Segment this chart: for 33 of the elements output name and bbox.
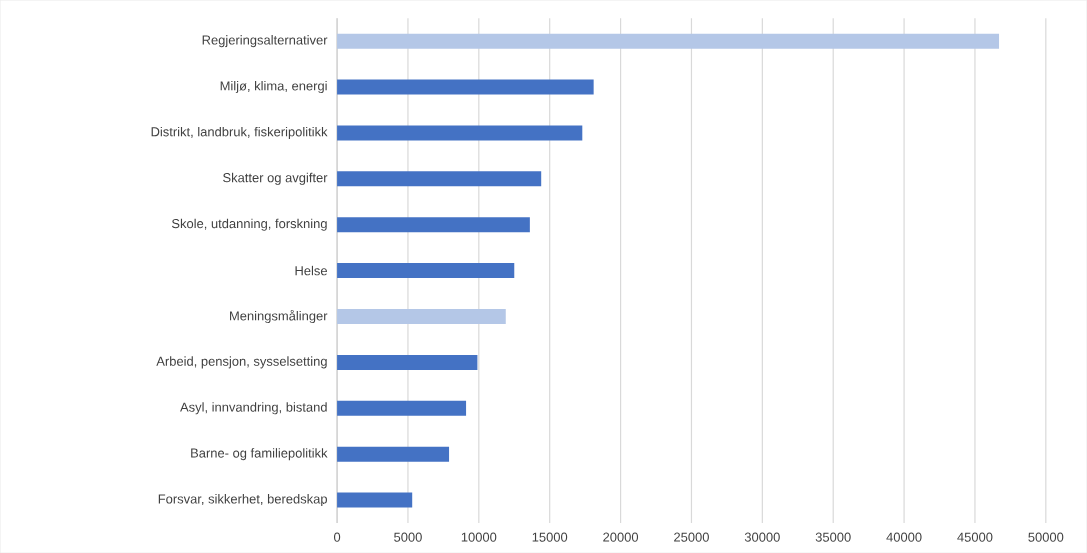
bar xyxy=(337,217,530,233)
y-tick-label: Regjeringsalternativer xyxy=(202,35,328,48)
x-tick-label: 50000 xyxy=(1028,532,1064,542)
x-tick-label: 35000 xyxy=(815,532,851,542)
x-tick-label: 25000 xyxy=(674,532,709,542)
x-tick-label: 10000 xyxy=(461,532,497,542)
bar xyxy=(337,492,413,508)
x-tick-label: 20000 xyxy=(603,532,639,542)
y-tick-label: Skole, utdanning, forskning xyxy=(171,218,327,231)
x-tick-label: 0 xyxy=(333,532,341,542)
bar xyxy=(337,125,583,141)
y-tick-label: Asyl, innvandring, bistand xyxy=(180,402,327,415)
y-tick-label: Distrikt, landbruk, fiskeripolitikk xyxy=(151,126,328,139)
bar xyxy=(337,33,1000,49)
y-tick-label: Meningsmålinger xyxy=(230,309,328,323)
y-tick-label: Barne- og familiepolitikk xyxy=(191,448,328,461)
bar xyxy=(337,400,467,416)
y-tick-label: Forsvar, sikkerhet, beredskap xyxy=(158,493,327,506)
bar xyxy=(337,171,542,187)
y-tick-label: Skatter og avgifter xyxy=(223,172,328,185)
bar xyxy=(337,79,594,95)
bar xyxy=(337,263,515,278)
x-tick-label: 45000 xyxy=(957,532,993,542)
bar xyxy=(337,446,450,462)
bar xyxy=(337,354,478,370)
bar xyxy=(337,308,506,324)
y-tick-label: Miljø, klima, energi xyxy=(220,80,327,93)
x-tick-label: 30000 xyxy=(744,532,780,542)
x-tick-label: 15000 xyxy=(532,532,568,542)
y-tick-label: Arbeid, pensjon, sysselsetting xyxy=(156,356,327,369)
y-tick-label: Helse xyxy=(295,265,327,276)
x-tick-label: 5000 xyxy=(394,532,422,542)
x-tick-label: 40000 xyxy=(886,532,922,542)
